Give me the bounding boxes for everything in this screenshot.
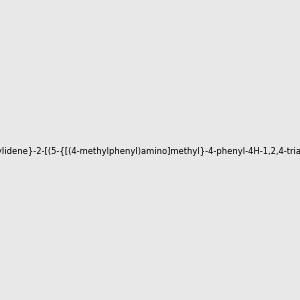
Text: N'-{2-[(3-bromobenzyl)oxy]benzylidene}-2-[(5-{[(4-methylphenyl)amino]methyl}-4-p: N'-{2-[(3-bromobenzyl)oxy]benzylidene}-2… — [0, 147, 300, 156]
